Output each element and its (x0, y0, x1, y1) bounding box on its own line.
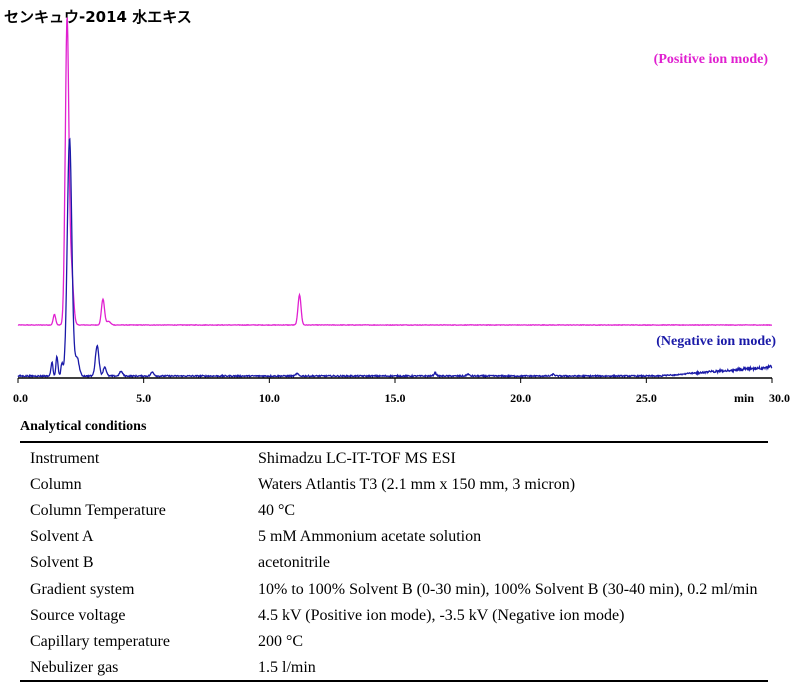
x-tick-label: 0.0 (13, 391, 28, 405)
conditions-value: 1.5 l/min (258, 658, 316, 676)
legend-negative: (Negative ion mode) (656, 334, 776, 349)
negative-ion-trace (17, 137, 773, 379)
x-tick-label: 5.0 (136, 391, 151, 405)
page-title: センキュウ-2014 水エキス (4, 8, 192, 26)
conditions-label: Gradient system (30, 580, 135, 598)
conditions-label: Solvent A (30, 528, 94, 546)
conditions-row: Gradient system 10% to 100% Solvent B (0-… (20, 576, 768, 602)
conditions-value: acetonitrile (258, 554, 330, 572)
conditions-row: Nebulizer gas 1.5 l/min (20, 654, 768, 680)
x-tick-label: 10.0 (259, 391, 280, 405)
series-layer (17, 17, 773, 379)
conditions-value: Shimadzu LC-IT-TOF MS ESI (258, 450, 456, 467)
conditions-value: 4.5 kV (Positive ion mode), -3.5 kV (Neg… (258, 606, 625, 624)
conditions-value: 40 °C (258, 502, 296, 520)
conditions-row: Solvent B acetonitrile (20, 549, 768, 575)
conditions-heading: Analytical conditions (20, 419, 147, 434)
conditions-label: Source voltage (30, 606, 126, 624)
conditions-value: Waters Atlantis T3 (2.1 mm x 150 mm, 3 m… (258, 476, 576, 494)
table-rule-top (20, 441, 768, 443)
conditions-label: Solvent B (30, 554, 94, 572)
conditions-label: Capillary temperature (30, 632, 170, 650)
legend-positive: (Positive ion mode) (654, 52, 769, 67)
conditions-label: Instrument (30, 450, 100, 467)
conditions-row: Capillary temperature 200 °C (20, 628, 768, 654)
x-tick-label: 25.0 (636, 391, 657, 405)
conditions-label: Nebulizer gas (30, 658, 119, 676)
conditions-row: Column Waters Atlantis T3 (2.1 mm x 150 m… (20, 471, 768, 497)
conditions-row: Source voltage 4.5 kV (Positive ion mode)… (20, 602, 768, 628)
conditions-value: 5 mM Ammonium acetate solution (258, 528, 482, 546)
conditions-row: Solvent A 5 mM Ammonium acetate solution (20, 523, 768, 549)
conditions-row: Column Temperature 40 °C (20, 497, 768, 523)
positive-ion-trace (17, 17, 772, 327)
conditions-value: 10% to 100% Solvent B (0-30 min), 100% S… (258, 580, 758, 598)
x-tick-label: 30.0 (769, 391, 790, 405)
x-axis-unit-label: min (734, 391, 754, 405)
conditions-row: Instrument Shimadzu LC-IT-TOF MS ESI (20, 445, 768, 471)
x-tick-label: 20.0 (510, 391, 531, 405)
x-axis-ticks: 0.0 5.0 10.0 15.0 20.0 25.0 30.0 (13, 378, 790, 405)
chromatogram-chart: 0.0 5.0 10.0 15.0 20.0 25.0 30.0 (Positive ion… (13, 17, 790, 405)
x-tick-label: 15.0 (385, 391, 406, 405)
conditions-value: 200 °C (258, 632, 304, 650)
conditions-label: Column Temperature (30, 502, 166, 520)
conditions-label: Column (30, 476, 82, 494)
table-rule-bottom (20, 680, 768, 682)
